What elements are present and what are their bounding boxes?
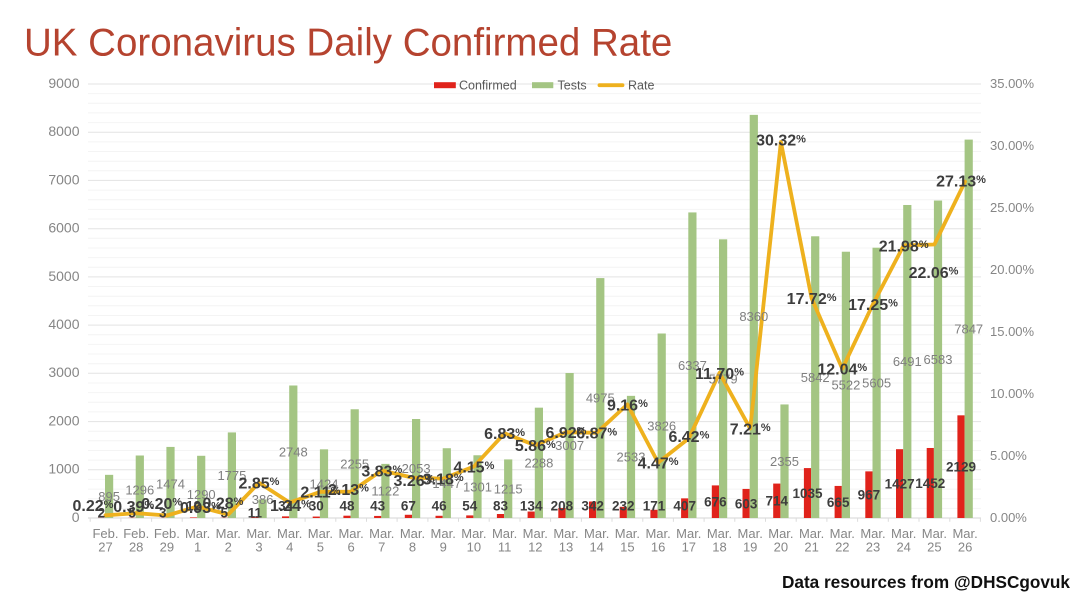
svg-text:7000: 7000 (48, 171, 79, 187)
svg-text:5605: 5605 (862, 376, 891, 391)
svg-text:134: 134 (520, 498, 543, 513)
svg-text:8: 8 (409, 539, 416, 554)
svg-text:20.00%: 20.00% (990, 262, 1035, 277)
svg-text:171: 171 (643, 498, 666, 513)
svg-text:19: 19 (743, 539, 757, 554)
svg-text:Data resources from @DHSCgovuk: Data resources from @DHSCgovuk (782, 572, 1070, 592)
svg-text:6491: 6491 (893, 354, 922, 369)
svg-text:67: 67 (401, 498, 416, 513)
svg-text:0: 0 (72, 509, 80, 525)
svg-text:10.00%: 10.00% (990, 386, 1035, 401)
svg-text:11: 11 (248, 505, 263, 520)
svg-text:15.00%: 15.00% (990, 324, 1035, 339)
svg-text:30.00%: 30.00% (990, 138, 1035, 153)
svg-text:603: 603 (735, 496, 758, 511)
svg-text:48: 48 (339, 498, 355, 513)
svg-text:8360: 8360 (739, 309, 768, 324)
svg-text:24: 24 (896, 539, 910, 554)
svg-text:7847: 7847 (954, 322, 983, 337)
svg-text:25: 25 (927, 539, 941, 554)
svg-text:3: 3 (255, 539, 262, 554)
svg-text:1000: 1000 (48, 461, 79, 477)
svg-text:22: 22 (835, 539, 849, 554)
svg-text:2288: 2288 (524, 456, 553, 471)
svg-text:8000: 8000 (48, 123, 79, 139)
svg-text:7: 7 (378, 539, 385, 554)
svg-text:1: 1 (194, 539, 201, 554)
svg-text:967: 967 (858, 488, 881, 503)
svg-text:4: 4 (286, 539, 293, 554)
svg-text:5000: 5000 (48, 268, 79, 284)
svg-text:18: 18 (712, 539, 726, 554)
svg-text:232: 232 (612, 498, 635, 513)
svg-text:UK Coronavirus Daily Confirmed: UK Coronavirus Daily Confirmed Rate (24, 22, 672, 65)
svg-text:26: 26 (958, 539, 972, 554)
svg-text:83: 83 (493, 498, 509, 513)
svg-text:1427: 1427 (885, 476, 915, 491)
svg-text:2000: 2000 (48, 413, 79, 429)
svg-text:27: 27 (98, 539, 112, 554)
svg-text:1035: 1035 (792, 486, 823, 501)
svg-text:Rate: Rate (628, 79, 654, 93)
svg-text:23: 23 (866, 539, 880, 554)
svg-text:407: 407 (673, 498, 696, 513)
svg-text:14: 14 (589, 539, 603, 554)
svg-text:6000: 6000 (48, 220, 79, 236)
svg-text:3000: 3000 (48, 364, 79, 380)
svg-text:1452: 1452 (915, 476, 945, 491)
svg-text:43: 43 (370, 498, 386, 513)
svg-text:54: 54 (462, 498, 478, 513)
svg-text:11: 11 (498, 539, 512, 554)
svg-text:2355: 2355 (770, 454, 799, 469)
svg-text:665: 665 (827, 495, 850, 510)
svg-text:208: 208 (551, 498, 574, 513)
svg-text:9: 9 (440, 539, 447, 554)
svg-text:21: 21 (804, 539, 818, 554)
svg-text:13: 13 (559, 539, 573, 554)
svg-text:2129: 2129 (946, 460, 976, 475)
svg-text:2: 2 (225, 539, 232, 554)
svg-text:5522: 5522 (831, 378, 860, 393)
svg-text:676: 676 (704, 495, 727, 510)
svg-text:5.00%: 5.00% (990, 448, 1027, 463)
svg-text:15: 15 (620, 539, 634, 554)
svg-text:46: 46 (432, 498, 448, 513)
svg-text:12: 12 (528, 539, 542, 554)
svg-text:1301: 1301 (463, 479, 492, 494)
svg-text:342: 342 (581, 498, 604, 513)
svg-text:35.00%: 35.00% (990, 76, 1035, 91)
svg-text:20: 20 (774, 539, 788, 554)
svg-text:714: 714 (766, 494, 789, 509)
svg-text:25.00%: 25.00% (990, 200, 1035, 215)
svg-text:2748: 2748 (279, 444, 308, 459)
svg-text:1474: 1474 (156, 477, 185, 492)
svg-text:4000: 4000 (48, 316, 79, 332)
svg-text:0.00%: 0.00% (990, 510, 1027, 525)
svg-text:28: 28 (129, 539, 143, 554)
svg-text:16: 16 (651, 539, 665, 554)
svg-text:1215: 1215 (494, 481, 523, 496)
svg-text:10: 10 (467, 539, 481, 554)
svg-text:9000: 9000 (48, 75, 79, 91)
svg-text:6: 6 (347, 539, 354, 554)
svg-text:Tests: Tests (558, 79, 587, 93)
svg-text:29: 29 (160, 539, 174, 554)
svg-text:6583: 6583 (924, 352, 953, 367)
svg-text:5: 5 (317, 539, 324, 554)
svg-text:17: 17 (682, 539, 696, 554)
svg-text:Confirmed: Confirmed (459, 79, 517, 93)
